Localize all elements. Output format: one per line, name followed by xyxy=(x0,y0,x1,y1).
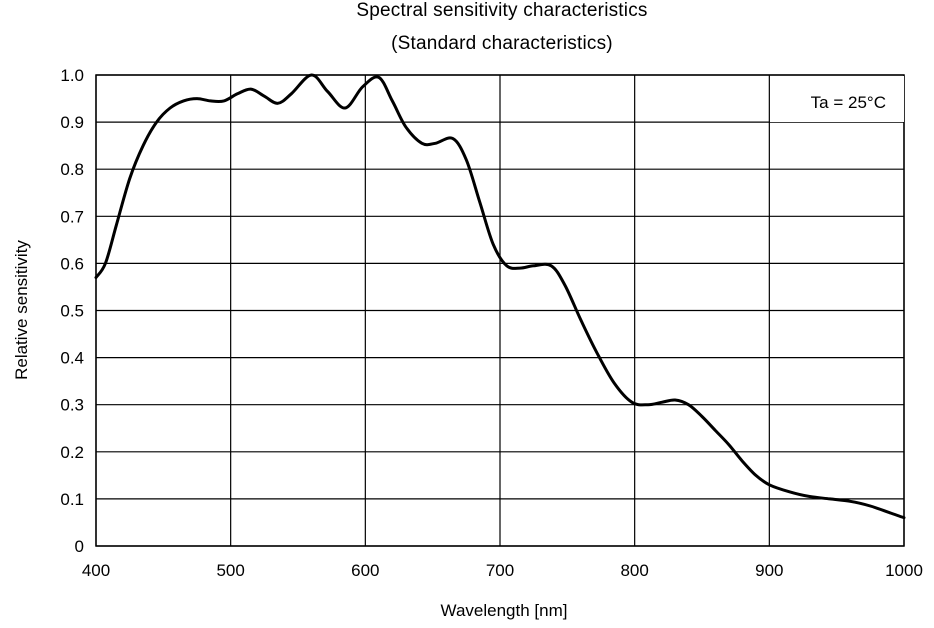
x-axis-label: Wavelength [nm] xyxy=(441,601,568,620)
x-tick-label: 800 xyxy=(620,561,648,580)
y-tick-label: 0.5 xyxy=(60,302,84,321)
y-tick-label: 0.3 xyxy=(60,396,84,415)
x-tick-label: 700 xyxy=(486,561,514,580)
y-tick-label: 0.4 xyxy=(60,349,84,368)
plot-grid xyxy=(95,74,905,547)
y-tick-label: 0.2 xyxy=(60,443,84,462)
plot-frame xyxy=(95,74,905,547)
chart-title: Spectral sensitivity characteristics xyxy=(356,0,648,21)
y-tick-label: 0.9 xyxy=(60,113,84,132)
x-tick-label: 900 xyxy=(755,561,783,580)
y-axis-ticks: 0 0.1 0.2 0.3 0.4 0.5 0.6 0.7 0.8 0.9 1.0 xyxy=(60,66,84,556)
y-axis-label: Relative sensitivity xyxy=(12,240,31,380)
x-tick-label: 600 xyxy=(351,561,379,580)
x-tick-label: 500 xyxy=(216,561,244,580)
y-tick-label: 1.0 xyxy=(60,66,84,85)
y-tick-label: 0 xyxy=(75,537,84,556)
temperature-annotation: Ta = 25°C xyxy=(811,93,886,112)
x-tick-label: 400 xyxy=(82,561,110,580)
y-tick-label: 0.1 xyxy=(60,490,84,509)
y-tick-label: 0.8 xyxy=(60,160,84,179)
chart-subtitle: (Standard characteristics) xyxy=(391,33,613,54)
sensitivity-curve xyxy=(94,73,906,520)
x-axis-ticks: 400 500 600 700 800 900 1000 xyxy=(82,561,923,580)
y-tick-label: 0.6 xyxy=(60,254,84,273)
x-tick-label: 1000 xyxy=(885,561,923,580)
annotation-box xyxy=(770,76,904,122)
y-tick-label: 0.7 xyxy=(60,207,84,226)
